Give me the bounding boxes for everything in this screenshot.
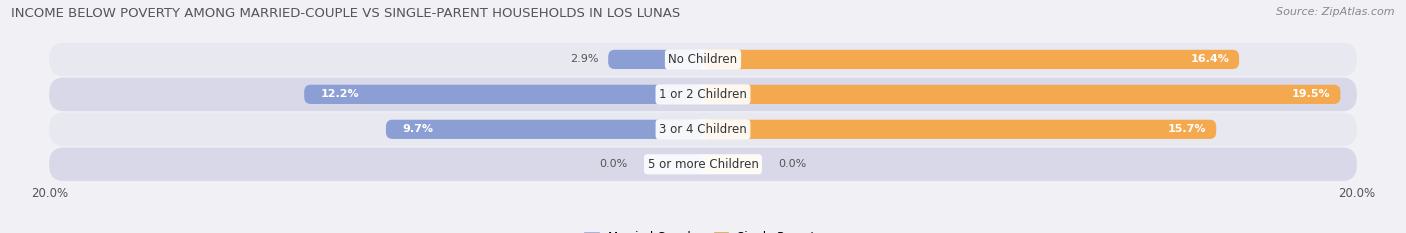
FancyBboxPatch shape: [703, 155, 762, 174]
Text: INCOME BELOW POVERTY AMONG MARRIED-COUPLE VS SINGLE-PARENT HOUSEHOLDS IN LOS LUN: INCOME BELOW POVERTY AMONG MARRIED-COUPL…: [11, 7, 681, 20]
Legend: Married Couples, Single Parents: Married Couples, Single Parents: [579, 226, 827, 233]
Text: 3 or 4 Children: 3 or 4 Children: [659, 123, 747, 136]
Text: No Children: No Children: [668, 53, 738, 66]
Text: 16.4%: 16.4%: [1191, 55, 1229, 64]
Text: 15.7%: 15.7%: [1168, 124, 1206, 134]
Text: 19.5%: 19.5%: [1292, 89, 1330, 99]
FancyBboxPatch shape: [49, 113, 1357, 146]
Text: 0.0%: 0.0%: [599, 159, 628, 169]
Text: 5 or more Children: 5 or more Children: [648, 158, 758, 171]
FancyBboxPatch shape: [703, 50, 1239, 69]
FancyBboxPatch shape: [609, 50, 703, 69]
Text: 0.0%: 0.0%: [778, 159, 807, 169]
Text: Source: ZipAtlas.com: Source: ZipAtlas.com: [1277, 7, 1395, 17]
Text: 2.9%: 2.9%: [569, 55, 599, 64]
FancyBboxPatch shape: [49, 78, 1357, 111]
Text: 12.2%: 12.2%: [321, 89, 359, 99]
FancyBboxPatch shape: [644, 155, 703, 174]
FancyBboxPatch shape: [49, 147, 1357, 181]
FancyBboxPatch shape: [703, 120, 1216, 139]
FancyBboxPatch shape: [385, 120, 703, 139]
Text: 9.7%: 9.7%: [402, 124, 433, 134]
FancyBboxPatch shape: [49, 43, 1357, 76]
Text: 1 or 2 Children: 1 or 2 Children: [659, 88, 747, 101]
FancyBboxPatch shape: [304, 85, 703, 104]
FancyBboxPatch shape: [703, 85, 1340, 104]
